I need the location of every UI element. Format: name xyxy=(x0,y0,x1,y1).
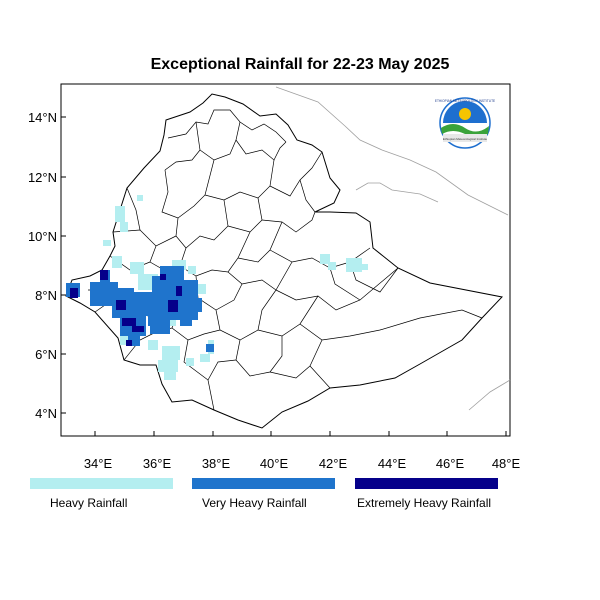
country-outline xyxy=(65,93,503,429)
lat-label: 8°N xyxy=(35,288,57,303)
lon-label: 36°E xyxy=(143,456,172,471)
lat-label: 10°N xyxy=(28,229,57,244)
lon-label: 34°E xyxy=(84,456,113,471)
legend-label-heavy: Heavy Rainfall xyxy=(50,496,128,510)
legend-label-extremely-heavy: Extremely Heavy Rainfall xyxy=(357,496,492,510)
lat-label: 6°N xyxy=(35,347,57,362)
legend-label-very-heavy: Very Heavy Rainfall xyxy=(202,496,307,510)
lat-labels: 4°N 6°N 8°N 10°N 12°N 14°N xyxy=(28,110,57,421)
lon-label: 48°E xyxy=(492,456,521,471)
lon-label: 40°E xyxy=(260,456,289,471)
institute-logo: Ethiopian Meteorological Institute ETHIO… xyxy=(435,97,495,149)
lon-labels: 34°E 36°E 38°E 40°E 42°E 44°E 46°E 48°E xyxy=(84,456,521,471)
logo-arc-text: ETHIOPIAN METEOROLOGY INSTITUTE xyxy=(435,99,495,103)
lat-label: 14°N xyxy=(28,110,57,125)
sun-icon xyxy=(459,108,471,120)
lon-label: 42°E xyxy=(319,456,348,471)
plot-frame xyxy=(60,83,511,437)
tick-marks xyxy=(61,116,507,436)
legend-swatch-heavy xyxy=(30,478,173,489)
lat-label: 4°N xyxy=(35,406,57,421)
lon-label: 38°E xyxy=(202,456,231,471)
rainfall-extremely-heavy xyxy=(70,270,182,346)
legend-swatch-extremely-heavy xyxy=(355,478,498,489)
lon-label: 46°E xyxy=(436,456,465,471)
legend-swatch-very-heavy xyxy=(192,478,335,489)
lat-label: 12°N xyxy=(28,170,57,185)
map-title: Exceptional Rainfall for 22-23 May 2025 xyxy=(150,56,450,73)
lon-label: 44°E xyxy=(378,456,407,471)
logo-sub-text: Ethiopian Meteorological Institute xyxy=(443,137,488,141)
